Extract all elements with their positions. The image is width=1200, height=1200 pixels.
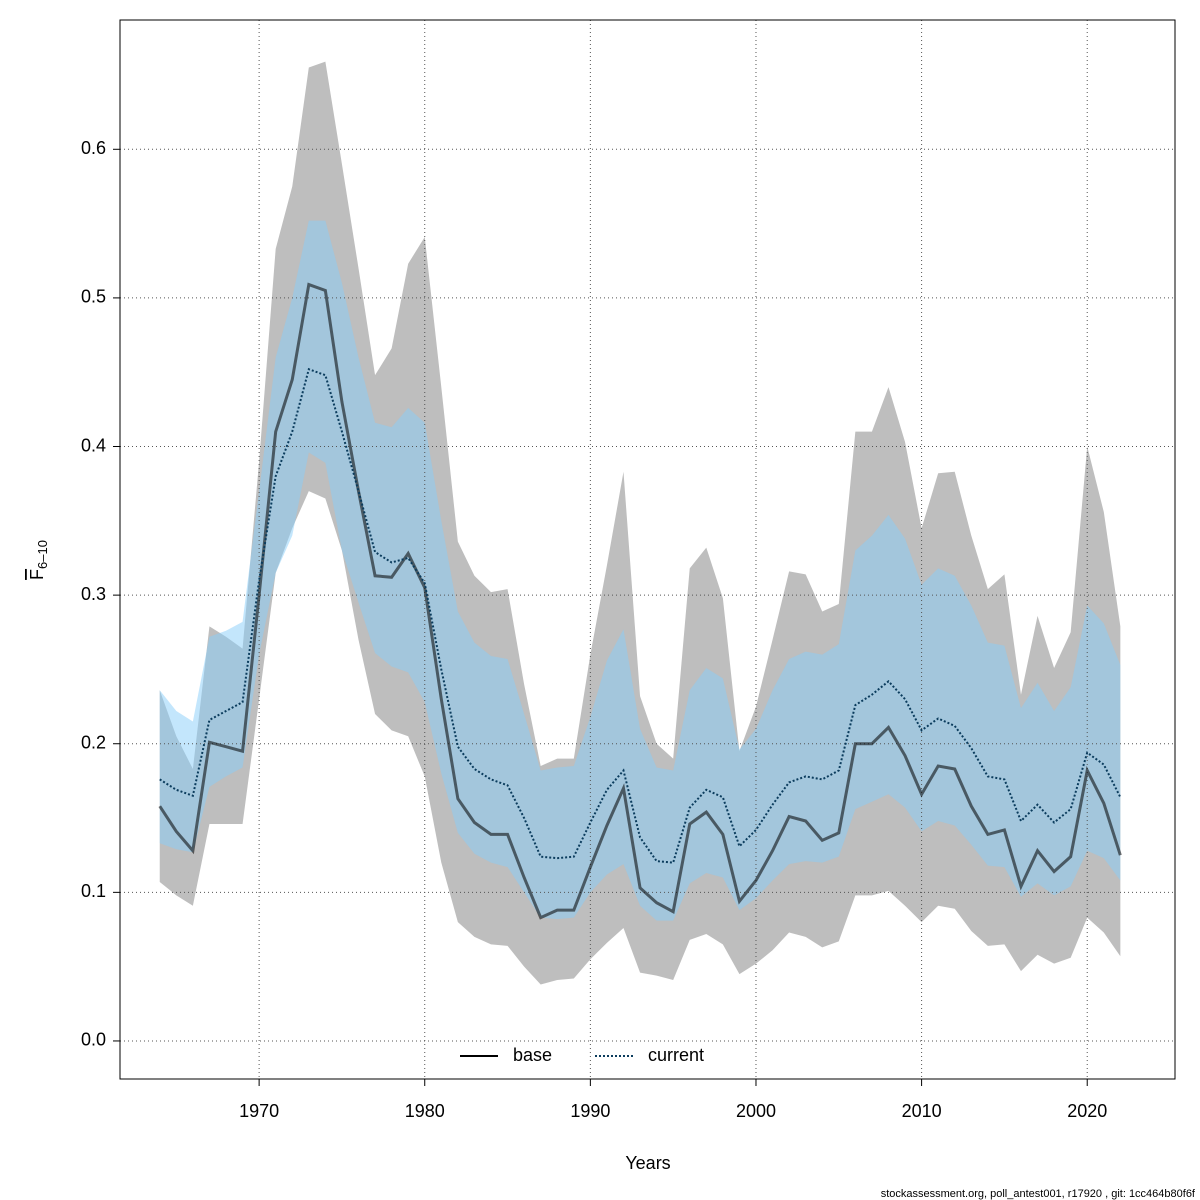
x-tick-label: 1980 — [405, 1101, 445, 1121]
plot-frame — [119, 19, 1176, 1080]
y-tick-label: 0.1 — [81, 881, 106, 901]
footer: stockassessment.org, poll_antest001, r17… — [881, 1188, 1196, 1200]
y-label-main: F — [27, 569, 47, 580]
legend-label: base — [513, 1045, 552, 1065]
y-tick-label: 0.5 — [81, 287, 106, 307]
x-tick-label: 1970 — [239, 1101, 279, 1121]
legend: base current — [460, 1045, 704, 1065]
x-axis-label: Years — [625, 1153, 670, 1173]
y-tick-label: 0.0 — [81, 1030, 106, 1050]
y-tick-label: 0.3 — [81, 584, 106, 604]
y-axis-label-text: F6–10 — [27, 540, 51, 580]
x-tick-label: 1990 — [570, 1101, 610, 1121]
series-line — [159, 367, 1122, 864]
y-tick-label: 0.4 — [81, 435, 106, 455]
x-tick-label: 2020 — [1067, 1101, 1107, 1121]
y-axis-label: F6–10 — [27, 540, 51, 580]
y-tick-label: 0.2 — [81, 732, 106, 752]
x-tick-label: 2000 — [736, 1101, 776, 1121]
confidence-band — [159, 220, 1121, 921]
series-line — [158, 282, 1122, 920]
x-tick-label: 2010 — [902, 1101, 942, 1121]
y-tick-label: 0.6 — [81, 138, 106, 158]
y-label-subscript: 6–10 — [35, 540, 50, 569]
legend-label: current — [648, 1045, 704, 1065]
